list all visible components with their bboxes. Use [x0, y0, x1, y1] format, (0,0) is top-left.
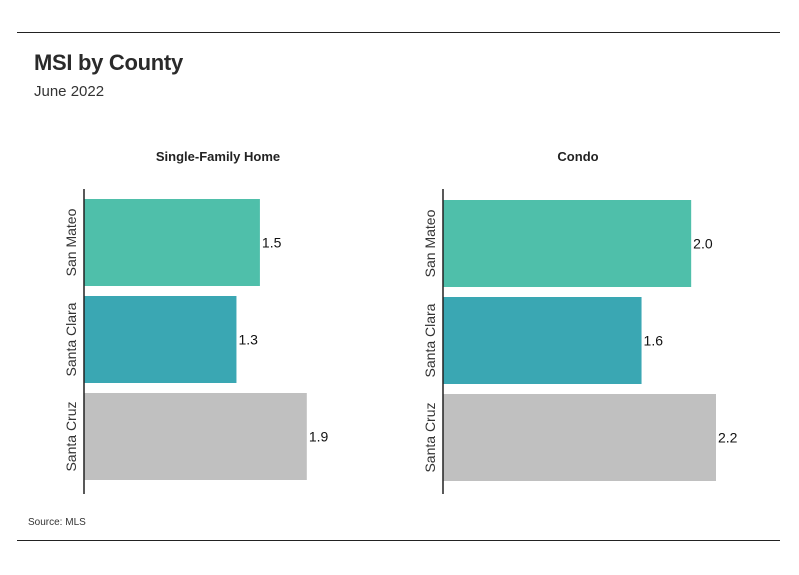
value-label-condo-san-mateo: 2.0 [693, 236, 713, 252]
value-label-single-family-home-san-mateo: 1.5 [262, 235, 282, 251]
bar-single-family-home-santa-clara [84, 296, 237, 383]
value-label-condo-santa-clara: 1.6 [644, 333, 664, 349]
source-note: Source: MLS [28, 517, 86, 528]
panel-title-condo: Condo [557, 149, 598, 164]
value-label-condo-santa-cruz: 2.2 [718, 430, 738, 446]
bottom-rule [17, 540, 780, 541]
category-label-condo-santa-clara: Santa Clara [422, 303, 438, 377]
value-label-single-family-home-santa-clara: 1.3 [238, 332, 258, 348]
chart-title: MSI by County [34, 50, 183, 75]
chart-subtitle: June 2022 [34, 83, 105, 100]
bar-single-family-home-san-mateo [84, 199, 260, 286]
top-rule [17, 32, 780, 33]
bar-single-family-home-santa-cruz [84, 393, 307, 480]
bar-condo-san-mateo [443, 200, 692, 287]
panel-title-single-family-home: Single-Family Home [156, 149, 280, 164]
value-label-single-family-home-santa-cruz: 1.9 [309, 429, 329, 445]
category-label-single-family-home-santa-cruz: Santa Cruz [63, 401, 79, 471]
bar-condo-santa-clara [443, 297, 642, 384]
bar-condo-santa-cruz [443, 394, 716, 481]
category-label-single-family-home-san-mateo: San Mateo [63, 208, 79, 276]
category-label-single-family-home-santa-clara: Santa Clara [63, 302, 79, 376]
category-label-condo-santa-cruz: Santa Cruz [422, 402, 438, 472]
category-label-condo-san-mateo: San Mateo [422, 209, 438, 277]
